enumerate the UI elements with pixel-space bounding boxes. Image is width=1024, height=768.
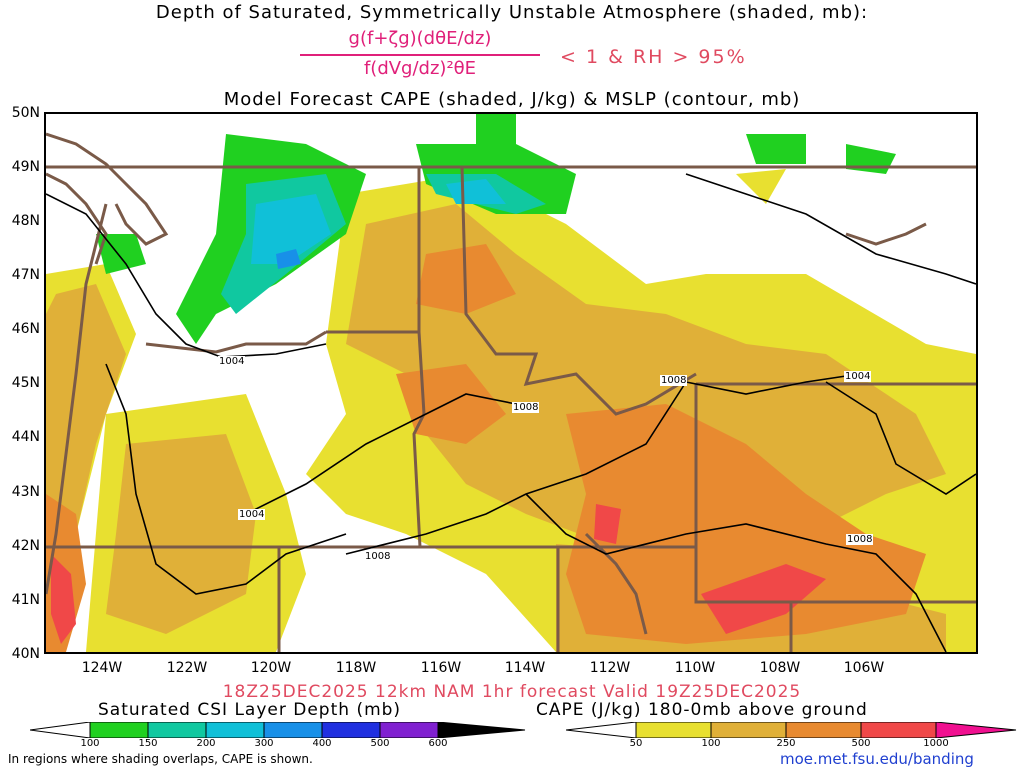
coastline bbox=[46, 132, 927, 635]
mslp-isobars bbox=[46, 173, 976, 652]
isobar-label: 1004 bbox=[218, 356, 246, 367]
lon-label: 118W bbox=[335, 660, 377, 676]
title-line-1: Depth of Saturated, Symmetrically Unstab… bbox=[155, 2, 869, 23]
csi-tick: 500 bbox=[370, 738, 390, 749]
lon-label: 114W bbox=[504, 660, 546, 676]
csi-colorbar-title: Saturated CSI Layer Depth (mb) bbox=[98, 700, 402, 720]
cape-colorbar bbox=[566, 722, 1017, 738]
csi-tick: 400 bbox=[312, 738, 332, 749]
criterion-condition: < 1 & RH > 95% bbox=[560, 46, 747, 68]
lat-label: 43N bbox=[11, 484, 40, 500]
cape-tick: 250 bbox=[776, 738, 796, 749]
isobar-label: 1008 bbox=[364, 551, 392, 562]
source-credit-link[interactable]: moe.met.fsu.edu/banding bbox=[780, 750, 974, 768]
cape-colorbar-title: CAPE (J/kg) 180-0mb above ground bbox=[536, 700, 868, 720]
fraction-denominator: f(dVg/dz)²θE bbox=[363, 58, 477, 79]
fraction-numerator: g(f+ζg)(dθE/dz) bbox=[348, 28, 492, 49]
lat-label: 47N bbox=[11, 267, 40, 283]
isobar-label: 1008 bbox=[660, 375, 688, 386]
csi-colorbar bbox=[30, 722, 526, 738]
forecast-map: 1004 1008 1008 1004 1008 1008 1004 bbox=[44, 112, 978, 654]
csi-tick: 300 bbox=[254, 738, 274, 749]
cape-tick: 500 bbox=[851, 738, 871, 749]
cape-tick: 100 bbox=[701, 738, 721, 749]
isobar-label: 1008 bbox=[512, 402, 540, 413]
title-line-3: Model Forecast CAPE (shaded, J/kg) & MSL… bbox=[223, 89, 801, 110]
criterion-fraction: g(f+ζg)(dθE/dz) f(dVg/dz)²θE bbox=[300, 28, 540, 79]
lat-label: 42N bbox=[11, 538, 40, 554]
lat-label: 40N bbox=[11, 646, 40, 662]
lat-label: 46N bbox=[11, 321, 40, 337]
lon-label: 116W bbox=[420, 660, 462, 676]
isobar-label: 1004 bbox=[238, 509, 266, 520]
overlap-note: In regions where shading overlaps, CAPE … bbox=[8, 752, 313, 766]
forecast-valid-line: 18Z25DEC2025 12km NAM 1hr forecast Valid… bbox=[222, 682, 802, 702]
csi-tick: 600 bbox=[428, 738, 448, 749]
lat-label: 45N bbox=[11, 375, 40, 391]
lon-label: 108W bbox=[759, 660, 801, 676]
csi-tick: 200 bbox=[196, 738, 216, 749]
lon-label: 122W bbox=[166, 660, 208, 676]
lon-label: 110W bbox=[674, 660, 716, 676]
isobar-label: 1008 bbox=[846, 534, 874, 545]
map-canvas bbox=[46, 114, 976, 652]
cape-tick: 50 bbox=[629, 738, 643, 749]
isobar-label: 1004 bbox=[844, 371, 872, 382]
lon-label: 124W bbox=[81, 660, 123, 676]
lon-label: 106W bbox=[843, 660, 885, 676]
csi-tick: 100 bbox=[80, 738, 100, 749]
lon-label: 120W bbox=[250, 660, 292, 676]
lat-label: 41N bbox=[11, 592, 40, 608]
lat-label: 44N bbox=[11, 429, 40, 445]
csi-300-shading bbox=[276, 249, 301, 269]
lat-label: 48N bbox=[11, 213, 40, 229]
lat-label: 50N bbox=[11, 105, 40, 121]
cape-500-shading bbox=[51, 504, 826, 644]
lon-label: 112W bbox=[589, 660, 631, 676]
cape-tick: 1000 bbox=[923, 738, 949, 749]
csi-tick: 150 bbox=[138, 738, 158, 749]
lat-label: 49N bbox=[11, 159, 40, 175]
fraction-bar bbox=[300, 54, 540, 56]
